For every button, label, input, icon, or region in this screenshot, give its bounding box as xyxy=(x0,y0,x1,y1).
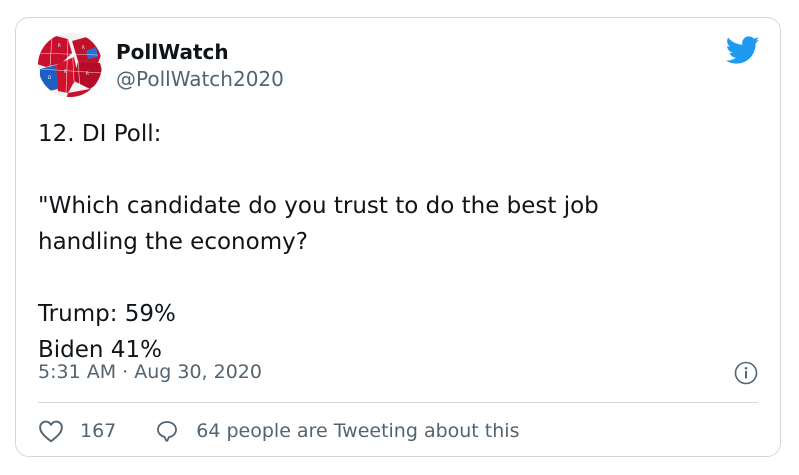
avatar[interactable]: R R D R R R xyxy=(38,33,102,97)
action-bar: 167 64 people are Tweeting about this xyxy=(38,416,519,446)
heart-icon xyxy=(38,419,64,443)
svg-text:R: R xyxy=(58,43,61,48)
like-count: 167 xyxy=(80,420,117,442)
tweet-card[interactable]: R R D R R R PollWatch @PollWatch2020 12.… xyxy=(15,17,781,457)
us-electoral-map-avatar-icon: R R D R R R xyxy=(38,33,102,97)
twitter-bird-icon[interactable] xyxy=(725,36,760,66)
timestamp[interactable]: 5:31 AM · Aug 30, 2020 xyxy=(38,361,262,383)
display-name[interactable]: PollWatch xyxy=(116,40,229,64)
svg-text:D: D xyxy=(48,75,51,80)
handle[interactable]: @PollWatch2020 xyxy=(116,67,284,91)
info-icon[interactable] xyxy=(734,361,758,385)
tweeting-about-label: 64 people are Tweeting about this xyxy=(196,420,520,442)
svg-text:R: R xyxy=(64,69,67,74)
speech-bubble-icon xyxy=(154,419,180,443)
tweet-text: 12. DI Poll: "Which candidate do you tru… xyxy=(38,121,599,363)
svg-text:R: R xyxy=(86,71,89,76)
svg-text:R: R xyxy=(74,87,77,92)
tweeting-about-button[interactable]: 64 people are Tweeting about this xyxy=(154,419,519,443)
divider xyxy=(38,402,758,403)
like-button[interactable]: 167 xyxy=(38,419,116,443)
svg-text:R: R xyxy=(82,45,85,50)
